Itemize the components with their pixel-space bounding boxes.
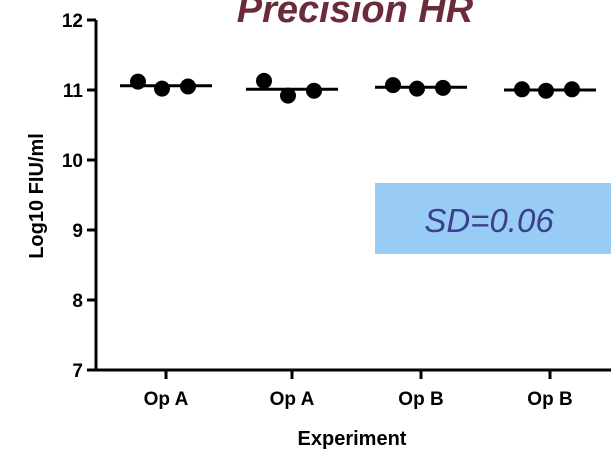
chart-title: Precision HR <box>237 0 474 31</box>
data-point <box>180 78 196 95</box>
data-point <box>306 82 322 99</box>
data-point <box>538 82 554 99</box>
data-point <box>280 87 296 104</box>
y-tick-label: 8 <box>72 291 83 312</box>
data-point <box>256 72 272 89</box>
data-marks <box>120 72 596 104</box>
annotation-box <box>375 183 611 254</box>
y-axis-label: Log10 FIU/ml <box>26 133 48 259</box>
x-axis: Op A Op A Op B Op B <box>96 368 611 410</box>
data-point <box>385 77 401 94</box>
y-tick-label: 10 <box>62 151 83 172</box>
y-axis: 7 8 9 10 11 12 <box>62 11 98 382</box>
y-tick-label: 11 <box>63 81 84 102</box>
x-axis-label: Experiment <box>298 428 407 450</box>
data-point <box>130 73 146 90</box>
x-tick-label: Op B <box>398 389 443 410</box>
data-point <box>154 80 170 97</box>
data-point <box>435 79 451 96</box>
y-tick-label: 9 <box>72 221 83 242</box>
y-tick-label: 12 <box>62 11 83 32</box>
x-tick-label: Op B <box>527 389 572 410</box>
x-tick-label: Op A <box>270 389 315 410</box>
x-tick-label: Op A <box>144 389 189 410</box>
data-point <box>409 80 425 97</box>
annotation-text: SD=0.06 <box>424 202 554 239</box>
y-tick-label: 7 <box>72 361 83 382</box>
data-point <box>564 81 580 98</box>
data-point <box>514 81 530 98</box>
